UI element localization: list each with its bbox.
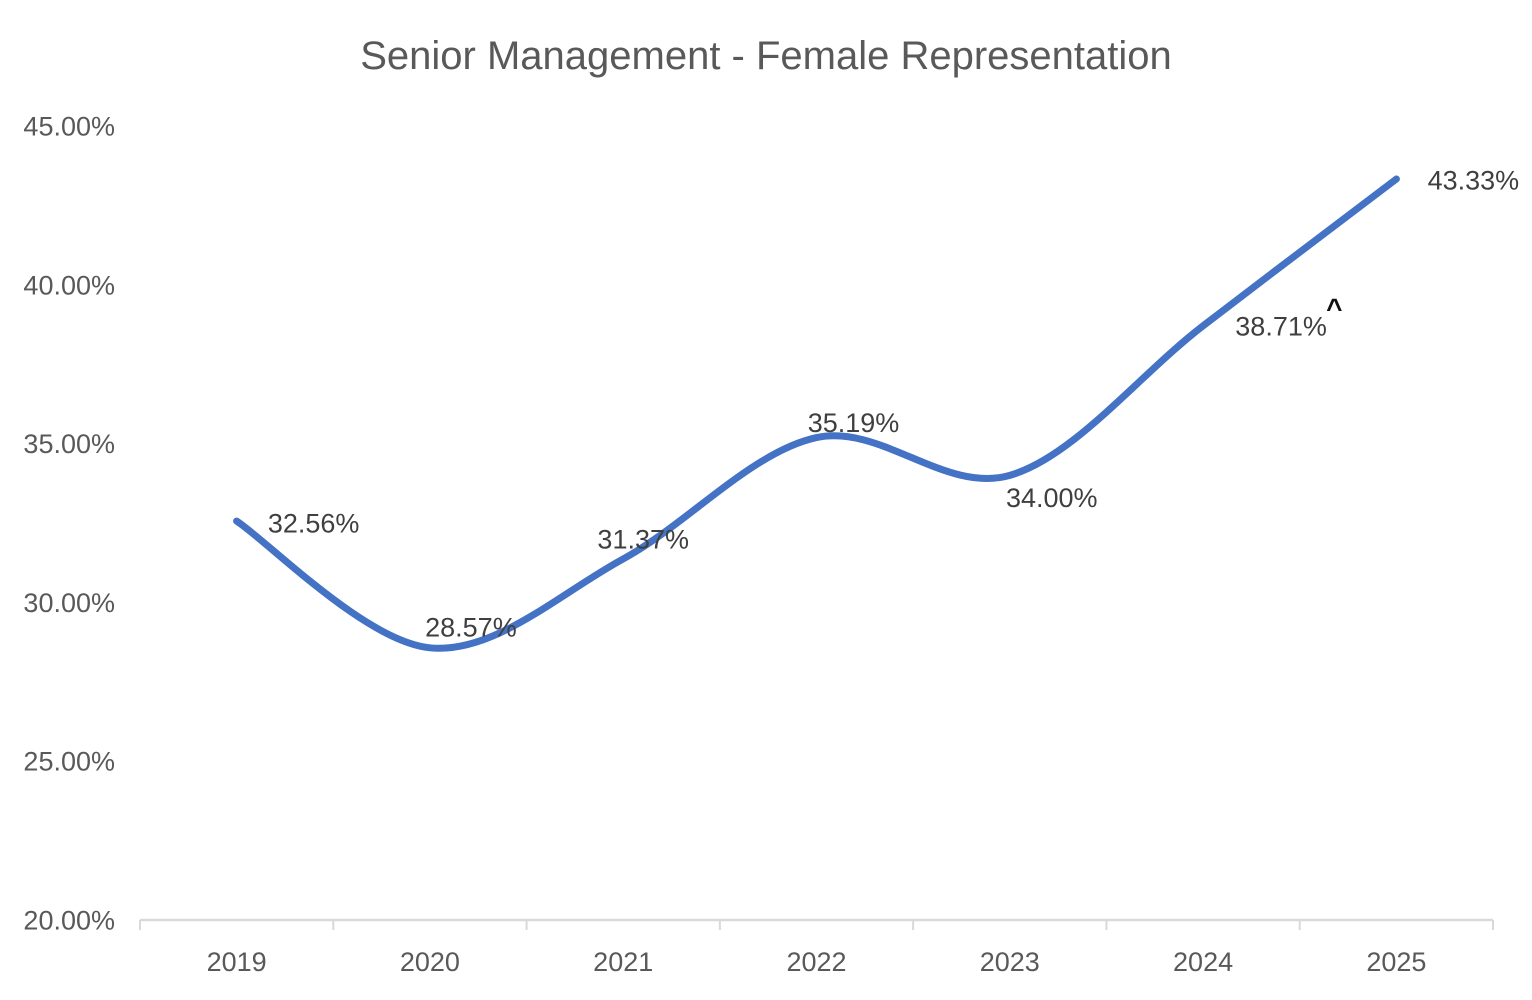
- y-tick-label: 35.00%: [23, 429, 115, 459]
- x-tick-label: 2024: [1173, 947, 1233, 977]
- x-tick-label: 2025: [1366, 947, 1426, 977]
- data-label: 28.57%: [425, 612, 517, 642]
- y-tick-label: 20.00%: [23, 906, 115, 936]
- x-tick-label: 2021: [593, 947, 653, 977]
- y-tick-label: 40.00%: [23, 270, 115, 300]
- data-label: 34.00%: [1006, 483, 1098, 513]
- data-label: 31.37%: [597, 524, 689, 554]
- x-tick-label: 2022: [786, 947, 846, 977]
- y-tick-label: 45.00%: [23, 112, 115, 142]
- x-tick-label: 2020: [400, 947, 460, 977]
- data-label: 38.71%: [1235, 311, 1327, 341]
- series-line: [233, 175, 1400, 652]
- x-tick-label: 2023: [980, 947, 1040, 977]
- y-tick-label: 30.00%: [23, 588, 115, 618]
- data-label-annotation: ^: [1326, 293, 1342, 324]
- y-tick-label: 25.00%: [23, 747, 115, 777]
- chart-title: Senior Management - Female Representatio…: [360, 34, 1172, 78]
- data-label: 32.56%: [268, 509, 360, 539]
- x-tick-label: 2019: [207, 947, 267, 977]
- data-label: 43.33%: [1428, 166, 1520, 196]
- data-label: 35.19%: [808, 408, 900, 438]
